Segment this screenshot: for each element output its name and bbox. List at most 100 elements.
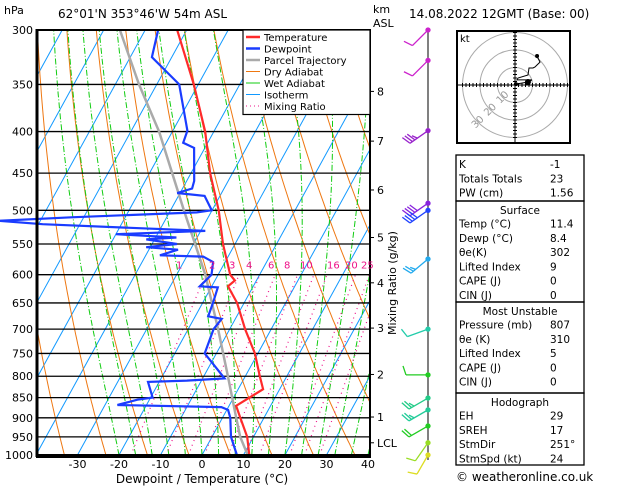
dewpoint-line xyxy=(0,29,238,456)
mixing-ratio-label: 3 xyxy=(229,261,235,272)
legend-label: Isotherm xyxy=(264,91,308,102)
wind-barb-feather xyxy=(410,266,416,270)
table-row-label: SREH xyxy=(459,425,488,437)
dry-adiabat xyxy=(37,30,107,455)
table-row-value: 8.4 xyxy=(550,233,567,245)
hodograph-start-dot xyxy=(513,82,518,87)
table-row-value: 1.56 xyxy=(550,188,574,200)
wind-barb-feather xyxy=(404,215,413,222)
wind-barb-staff xyxy=(409,130,429,144)
wind-barb-feather xyxy=(404,412,412,420)
km-tick-label: LCL xyxy=(377,437,398,450)
wind-barb-staff xyxy=(414,442,429,462)
table-row-label: Lifted Index xyxy=(459,261,521,273)
table-row-label: Pressure (mb) xyxy=(459,320,532,332)
asl-label: ASL xyxy=(373,17,395,30)
legend-label: Wet Adiabat xyxy=(264,79,325,90)
table-row-value: 17 xyxy=(550,425,563,437)
dry-adiabat xyxy=(590,18,629,455)
temperature-tick-label: 40 xyxy=(361,458,375,471)
legend-label: Dewpoint xyxy=(264,45,312,56)
wet-adiabat xyxy=(183,30,236,455)
table-row-label: θe(K) xyxy=(459,247,487,259)
isotherm xyxy=(284,299,370,455)
hodograph-unit-label: kt xyxy=(460,34,470,45)
wind-barb-staff xyxy=(416,454,429,475)
mixing-ratio-label: 25 xyxy=(361,261,374,272)
table-section xyxy=(455,392,585,466)
mixing-ratio-label: 2 xyxy=(209,261,215,272)
wind-barb xyxy=(401,423,431,438)
wind-barb-staff xyxy=(410,258,429,274)
wind-barb xyxy=(402,256,431,274)
temperature-tick-label: -30 xyxy=(69,458,87,471)
km-tick-label: 7 xyxy=(377,135,384,148)
dry-adiabat xyxy=(331,30,370,150)
table-section-title: Hodograph xyxy=(491,397,549,409)
indices-table: K -1 Totals Totals 23 PW (cm) 1.56 Surface Temp… xyxy=(455,154,585,466)
wind-barb-feather xyxy=(401,414,410,422)
pressure-tick-label: 1000 xyxy=(5,449,33,462)
hodograph-storm-motion-dot xyxy=(524,79,531,86)
pressure-tick-label: 550 xyxy=(12,238,33,251)
wind-barb-feather xyxy=(401,430,410,438)
dry-adiabat xyxy=(242,30,370,404)
wind-barb-feather xyxy=(406,457,416,462)
wet-adiabat xyxy=(53,30,120,455)
pressure-tick-label: 350 xyxy=(12,78,33,91)
dry-adiabat xyxy=(66,30,148,455)
table-row-value: 0 xyxy=(550,362,557,374)
wind-barb xyxy=(400,326,431,338)
wet-adiabat xyxy=(82,30,153,455)
table-row-label: Totals Totals xyxy=(458,173,522,185)
wind-barb-feather xyxy=(400,328,408,338)
mixing-ratio-line xyxy=(187,274,261,455)
wet-adiabat xyxy=(334,269,370,455)
temperature-tick-label: 30 xyxy=(320,458,334,471)
x-axis-title: Dewpoint / Temperature (°C) xyxy=(116,472,288,486)
isotherm xyxy=(243,223,370,455)
temperature-line xyxy=(176,30,265,455)
wet-adiabat xyxy=(246,30,277,455)
mixing-ratio-labels: 1 2 3 4 6 8 10 16 20 25 xyxy=(176,261,374,272)
wind-barb-feather xyxy=(408,402,415,407)
wind-barb-feather xyxy=(405,265,414,272)
wind-barb-feather xyxy=(401,137,411,144)
hodograph-end-dot xyxy=(535,53,540,58)
pressure-tick-label: 650 xyxy=(12,297,33,310)
location-title: 62°01'N 353°46'W 54m ASL xyxy=(58,7,227,21)
wet-adiabat xyxy=(212,30,255,455)
km-tick-label: 5 xyxy=(377,231,384,244)
wind-barb-feather xyxy=(404,428,412,436)
km-tick-label: 6 xyxy=(377,184,384,197)
wind-barb-feather xyxy=(402,365,407,376)
wind-barb-feather xyxy=(403,71,413,77)
pressure-tick-label: 300 xyxy=(12,24,33,37)
table-row-label: CIN (J) xyxy=(459,377,492,389)
hodograph-trace xyxy=(515,55,541,85)
wind-barb xyxy=(407,452,431,475)
pressure-tick-label: 900 xyxy=(12,412,33,425)
wet-adiabat xyxy=(301,30,333,455)
table-row-label: K xyxy=(459,159,467,171)
wind-barb-feather xyxy=(401,216,411,224)
pressure-tick-label: 500 xyxy=(12,204,33,217)
wind-barb xyxy=(403,27,431,47)
table-row-value: 11.4 xyxy=(550,219,574,231)
wind-barbs xyxy=(400,27,431,475)
wind-barb-feather xyxy=(406,213,416,221)
copyright[interactable]: © weatheronline.co.uk xyxy=(456,470,593,484)
isotherm xyxy=(201,148,370,455)
wind-barb-feather xyxy=(408,414,415,419)
wind-barb xyxy=(402,365,431,378)
table-row-label: CAPE (J) xyxy=(459,362,501,374)
isotherm xyxy=(326,374,370,455)
table-row-value: 302 xyxy=(550,247,570,259)
wet-adiabat xyxy=(158,30,220,455)
table-row-label: θe (K) xyxy=(459,334,490,346)
table-row-label: EH xyxy=(459,411,474,423)
wind-barb-feather xyxy=(402,267,412,274)
isotherm xyxy=(37,30,63,77)
wind-barb-staff xyxy=(407,328,429,338)
